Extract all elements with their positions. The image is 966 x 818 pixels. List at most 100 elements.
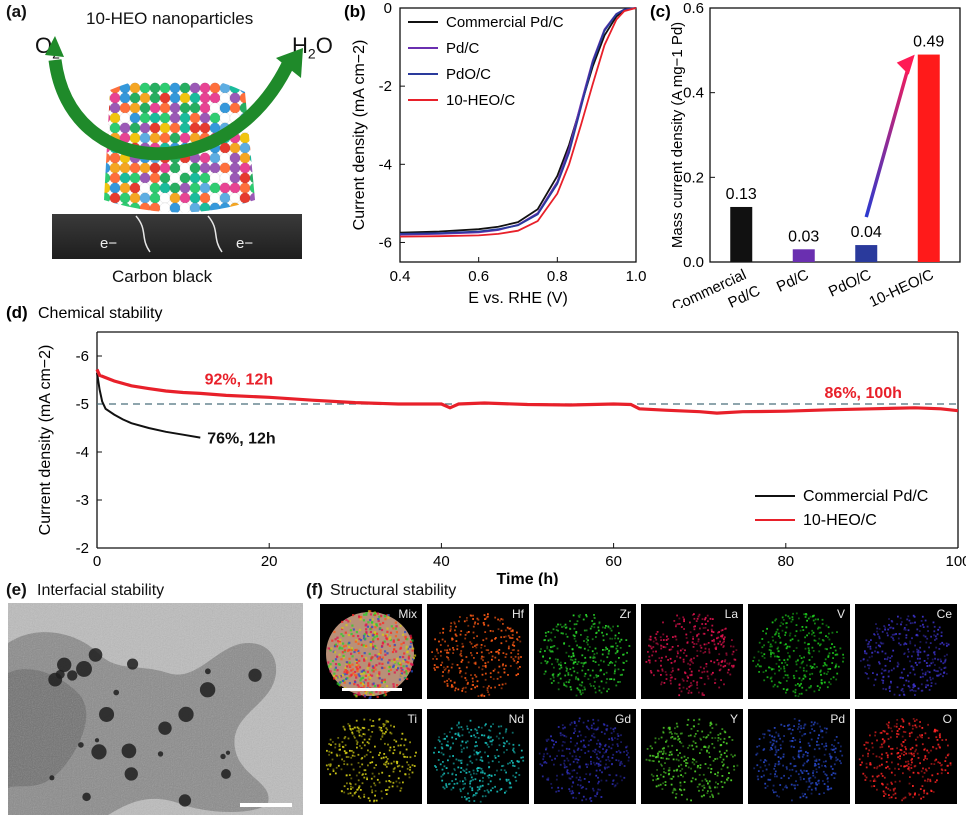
panel-b-x-tick-label: 1.0 — [626, 268, 647, 285]
panel-b-series-10-heo-c — [399, 7, 637, 238]
nanoparticle-atom — [129, 82, 141, 94]
nanoparticle-atom — [169, 172, 181, 184]
tem-particle — [158, 721, 172, 735]
nanoparticle-atom — [189, 182, 201, 194]
nanoparticle-atom — [199, 202, 211, 213]
eds-map-dots — [538, 717, 630, 802]
nanoparticle-atom — [169, 92, 181, 104]
nanoparticle-atom — [239, 172, 251, 184]
panel-d-legend-label: 10-HEO/C — [803, 512, 877, 529]
nanoparticle-atom — [179, 192, 191, 204]
eds-map-label: Hf — [512, 607, 524, 621]
carbon-black-support — [52, 214, 302, 259]
nanoparticle-atom — [139, 192, 151, 204]
nanoparticle-atom — [219, 82, 231, 94]
nanoparticle-atom — [149, 172, 161, 184]
eds-map-label: O — [942, 712, 952, 726]
nanoparticle-atom — [229, 142, 241, 154]
nanoparticle-atom — [249, 192, 255, 204]
nanoparticle-atom — [229, 192, 241, 204]
eds-map-dots — [431, 613, 522, 697]
nanoparticle-atom — [229, 82, 241, 94]
nanoparticle-illustration: e− e− — [45, 36, 303, 259]
tem-particle — [88, 648, 103, 662]
nanoparticle-atom — [189, 82, 201, 94]
nanoparticle-atom — [119, 162, 131, 174]
nanoparticle-atom — [109, 162, 121, 174]
panel-c-y-axis-label: Mass current density (A mg−1 Pd) — [669, 22, 686, 248]
nanoparticle-atom — [159, 112, 171, 124]
nanoparticle-atom — [249, 172, 255, 184]
nanoparticle-atom — [229, 152, 241, 164]
panel-d-annotation-pdc-12h: 76%, 12h — [207, 431, 275, 448]
nanoparticle-atom — [189, 162, 201, 174]
nanoparticle-atom — [169, 162, 181, 174]
nanoparticle-atom — [119, 122, 131, 134]
electron-label-right: e− — [236, 235, 253, 252]
panel-b-label: (b) — [344, 2, 366, 21]
tem-particle — [178, 794, 192, 807]
panel-f-label: (f) — [306, 580, 323, 599]
tem-particle — [49, 775, 55, 781]
eds-map-mix: Mix — [320, 604, 422, 699]
eds-map-label: Mix — [398, 607, 417, 621]
nanoparticle-atom — [119, 192, 131, 204]
nanoparticle-atom — [129, 172, 141, 184]
nanoparticle-atom — [199, 102, 211, 114]
eds-scale-bar — [342, 688, 402, 691]
nanoparticle-atom — [119, 92, 131, 104]
panel-c-y-tick-label: 0.6 — [683, 0, 704, 17]
eds-map-label: Zr — [619, 607, 631, 621]
eds-map-label: Ce — [936, 607, 952, 621]
panel-b-y-tick-label: -4 — [379, 156, 392, 173]
tem-particle — [94, 738, 100, 743]
panel-c-axes-frame — [709, 7, 961, 263]
panel-c-bar-value-label: 0.13 — [726, 186, 757, 203]
nanoparticle-atom — [179, 162, 191, 174]
nanoparticle-atom — [109, 122, 121, 134]
eds-map-grid: Mix Hf Zr La V Ce Ti Nd Gd Y Pd O — [320, 604, 960, 814]
reaction-arrow — [48, 57, 296, 161]
eds-map-dots — [325, 718, 417, 803]
panel-c-increase-arrow — [864, 58, 913, 218]
nanoparticle-atom — [199, 92, 211, 104]
tem-particle — [248, 668, 262, 682]
nanoparticle-atom — [159, 172, 171, 184]
eds-map-label: Y — [729, 712, 738, 726]
nanoparticle-atom — [189, 102, 201, 114]
eds-map-label: Ti — [407, 712, 417, 726]
nanoparticle-atom — [104, 202, 111, 213]
nanoparticle-atom — [149, 92, 161, 104]
nanoparticle-atom — [119, 202, 131, 213]
nanoparticle-atom — [139, 102, 151, 114]
tem-particle — [55, 669, 65, 679]
panel-d-x-tick-label: 60 — [605, 553, 622, 570]
nanoparticle-atom — [119, 172, 131, 184]
eds-map-hf: Hf — [427, 604, 529, 699]
nanoparticle-atom — [159, 132, 171, 144]
panel-c-y-tick-label: 0.0 — [683, 254, 704, 271]
eds-map-dots — [753, 718, 844, 802]
nanoparticle-atom — [169, 122, 181, 134]
nanoparticle-atom — [104, 162, 111, 174]
nanoparticle-atom — [249, 122, 255, 134]
panel-d-y-axis-label: Current density (mA cm−2) — [37, 345, 54, 536]
eds-map-dots — [858, 718, 952, 802]
panel-c-increase-arrow-head — [896, 54, 915, 75]
nanoparticle-atom — [149, 192, 161, 204]
nanoparticle-atom — [109, 112, 121, 124]
panel-d-chart: (d) Chemical stability 0 20 40 60 80 100 -2 -3 -… — [6, 303, 966, 586]
nanoparticle-atom — [129, 112, 141, 124]
nanoparticle-atom — [129, 182, 141, 194]
nanoparticle-atom — [159, 122, 171, 134]
nanoparticle-atom — [149, 202, 161, 213]
eds-map-dots — [539, 614, 631, 697]
nanoparticle-atom — [219, 152, 231, 164]
nanoparticle-atom — [239, 82, 251, 94]
reaction-arrow-tail — [45, 36, 64, 57]
nanoparticle-atom — [139, 172, 151, 184]
nanoparticle-atom — [149, 82, 161, 94]
nanoparticle-atom — [104, 102, 111, 114]
nanoparticle-atom — [109, 92, 121, 104]
panel-b-x-tick-label: 0.6 — [468, 268, 489, 285]
